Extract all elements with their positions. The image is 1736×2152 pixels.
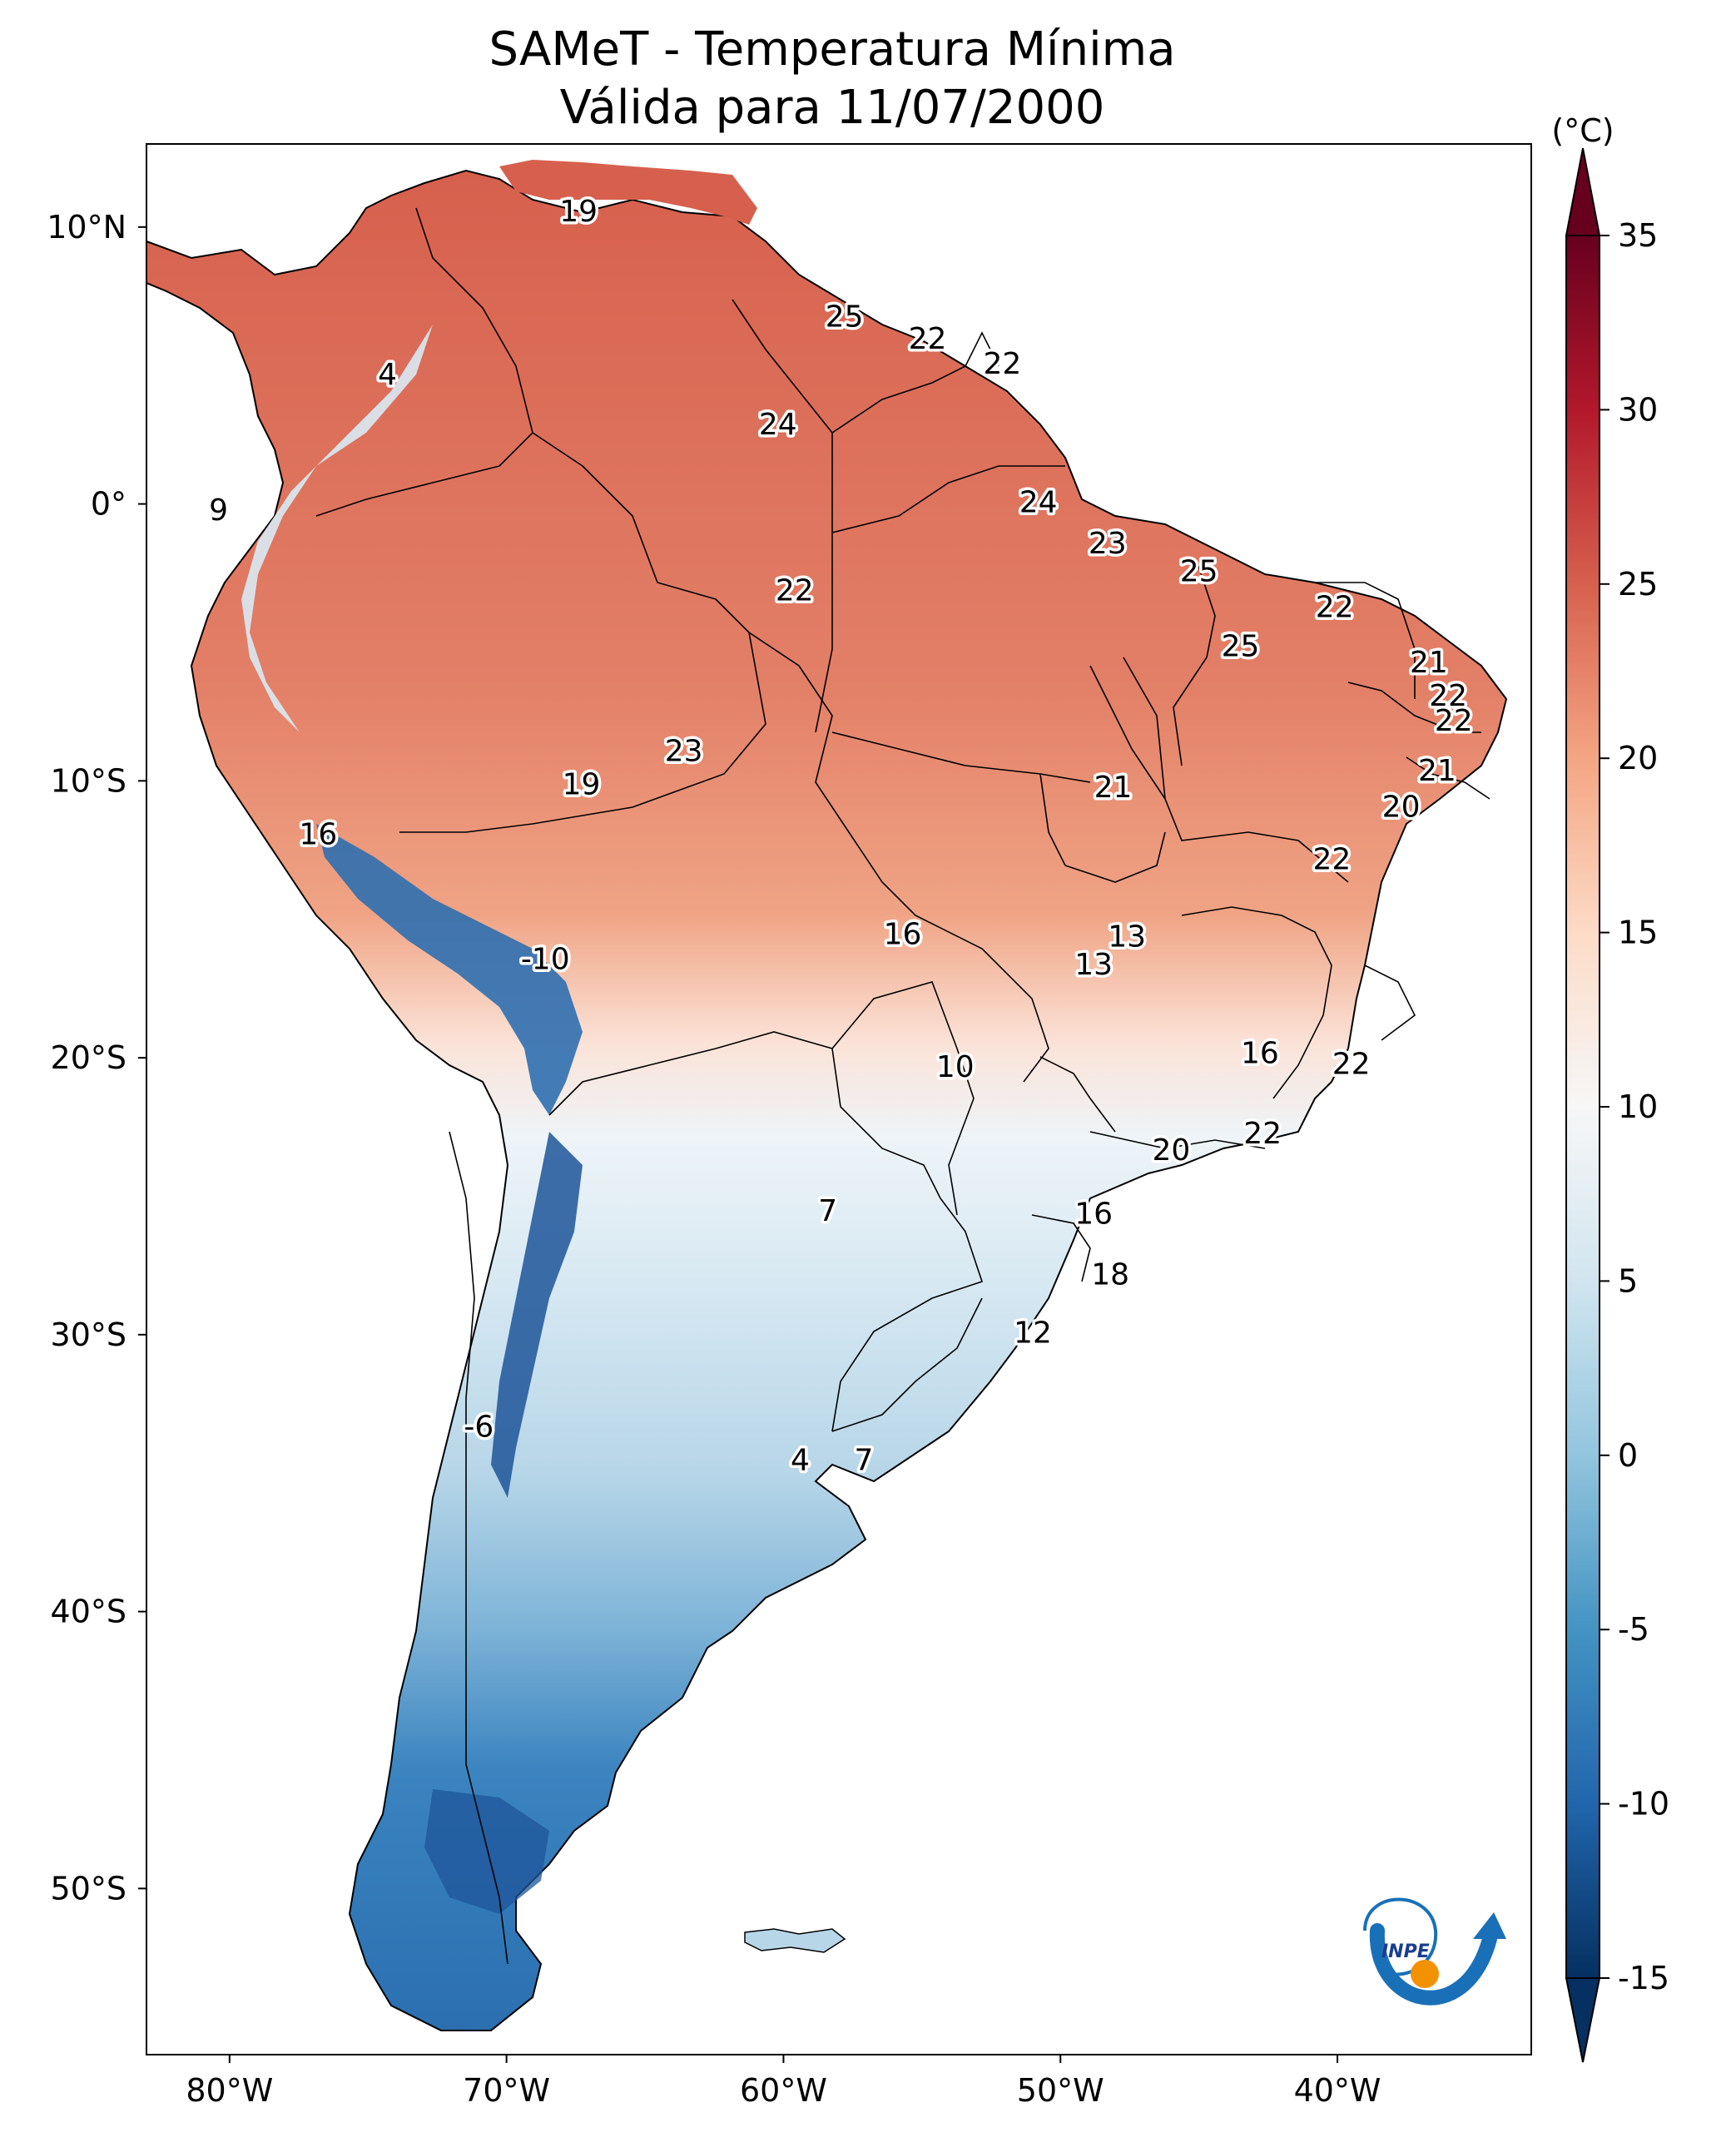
logo-orbit-icon	[1363, 1897, 1438, 1976]
lat-tick-label: 40°S	[51, 1594, 126, 1630]
temperature-value-label: 4	[378, 358, 397, 392]
falkland-islands	[744, 1928, 846, 1953]
colorbar-unit: (°C)	[1551, 112, 1614, 149]
temperature-value-label: 22	[909, 322, 947, 356]
lat-tick-label: 20°S	[51, 1039, 126, 1076]
lat-tick-label: 50°S	[51, 1870, 126, 1907]
lat-tick-label: 30°S	[51, 1316, 126, 1353]
colorbar-extend-top	[1565, 147, 1601, 236]
colorbar-tick-label: 10	[1618, 1088, 1658, 1125]
patagonia-cold	[424, 1789, 549, 1914]
lat-tick-label: 0°	[91, 486, 126, 523]
temperature-value-label: 25	[826, 300, 864, 334]
temperature-value-label: 19	[563, 768, 601, 802]
temperature-value-label: 20	[1382, 790, 1421, 824]
temperature-value-label: 22	[1429, 679, 1467, 713]
lon-tick-label: 60°W	[740, 2072, 827, 2109]
temperature-value-label: 24	[759, 408, 797, 442]
temperature-value-label: 10	[936, 1050, 975, 1084]
temperature-value-label: 24	[1019, 485, 1058, 519]
temperature-value-label: -6	[464, 1411, 494, 1445]
colorbar-ticks: 35 30 25 20 15 10 5 0 -5 -10 -15	[1600, 217, 1669, 1996]
temperature-value-label: 7	[818, 1194, 837, 1228]
colorbar-tick-label: -10	[1618, 1786, 1669, 1822]
andes-cold-north	[241, 325, 433, 732]
temperature-value-label: 25	[1180, 554, 1218, 588]
temperature-value-label: 25	[1222, 629, 1260, 663]
map-value-labels: 1949252222242423222525222122222120222319…	[206, 191, 1476, 1480]
country-borders	[315, 207, 1490, 1965]
lat-tick-label: 10°N	[47, 209, 126, 245]
temperature-value-label: 13	[1108, 920, 1146, 955]
latitude-ticks: 10°N 0° 10°S 20°S 30°S 40°S 50°S	[47, 209, 146, 1907]
temperature-value-label: 21	[1410, 646, 1448, 680]
temperature-value-label: 16	[299, 818, 337, 852]
temperature-value-label: 7	[854, 1444, 873, 1478]
map-panel: 1949252222242423222525222122222120222319…	[146, 143, 1532, 2055]
continent-south-america	[146, 169, 1508, 2031]
temperature-value-label: 13	[1074, 948, 1113, 982]
logo-arrow-icon	[1473, 1912, 1506, 1939]
colorbar-tick-label: 35	[1618, 217, 1658, 254]
lon-tick-label: 80°W	[186, 2072, 273, 2109]
colorbar-tick-label: 5	[1618, 1262, 1638, 1299]
lon-tick-label: 70°W	[463, 2072, 550, 2109]
lon-tick-label: 40°W	[1294, 2072, 1381, 2109]
temperature-value-label: 20	[1152, 1133, 1190, 1168]
colorbar-body	[1565, 235, 1600, 1979]
colorbar-tick-label: -15	[1618, 1960, 1669, 1996]
colorbar-tick-label: 20	[1618, 740, 1658, 776]
temperature-value-label: 23	[1089, 527, 1127, 561]
temperature-value-label: 23	[665, 735, 703, 769]
temperature-value-label: 21	[1094, 771, 1133, 805]
caribbean-coast	[499, 160, 757, 225]
colorbar-tick-label: 15	[1618, 915, 1658, 951]
temperature-value-label: -10	[521, 942, 570, 976]
logo-text: INPE	[1381, 1941, 1430, 1962]
longitude-ticks: 80°W 70°W 60°W 50°W 40°W	[186, 2055, 1381, 2109]
temperature-value-label: 21	[1418, 754, 1456, 788]
colorbar-tick-label: -5	[1618, 1611, 1649, 1648]
lon-tick-label: 50°W	[1017, 2072, 1104, 2109]
temperature-value-label: 22	[983, 347, 1021, 381]
temperature-value-label: 22	[1316, 591, 1354, 625]
temperature-value-label: 16	[1074, 1197, 1113, 1231]
temperature-value-label: 18	[1091, 1258, 1129, 1292]
map-title-line1: SAMeT - Temperatura Mínima	[489, 22, 1175, 77]
colorbar-tick-label: 30	[1618, 391, 1658, 428]
andes-cold-central	[316, 824, 583, 1115]
colorbar-tick-label: 0	[1618, 1437, 1638, 1474]
map-frame	[146, 143, 1532, 2055]
logo-swoosh-icon	[1369, 1923, 1497, 2006]
temperature-value-label: 22	[1312, 843, 1351, 877]
colorbar-extend-bottom	[1565, 1977, 1601, 2063]
andes-cold-south	[491, 1132, 583, 1498]
lat-tick-label: 10°S	[51, 762, 126, 799]
map-title-line2: Válida para 11/07/2000	[560, 81, 1105, 135]
colorbar: (°C) 35 30 25 20 15 10 5 0 -5 -10 -15	[1551, 112, 1669, 2063]
inpe-logo: INPE	[1363, 1897, 1506, 2006]
temperature-value-label: 12	[1014, 1316, 1052, 1351]
temperature-value-label: 19	[559, 195, 598, 229]
temperature-value-label: 22	[1435, 704, 1473, 738]
temperature-value-label: 16	[884, 917, 922, 951]
temperature-value-label: 9	[209, 493, 228, 528]
temperature-value-label: 22	[776, 574, 814, 608]
temperature-value-label: 22	[1332, 1048, 1371, 1082]
temperature-value-label: 16	[1241, 1036, 1279, 1070]
colorbar-tick-label: 25	[1618, 566, 1658, 602]
temperature-value-label: 4	[791, 1444, 810, 1478]
temperature-value-label: 22	[1243, 1117, 1282, 1151]
logo-sun-icon	[1411, 1960, 1439, 1988]
